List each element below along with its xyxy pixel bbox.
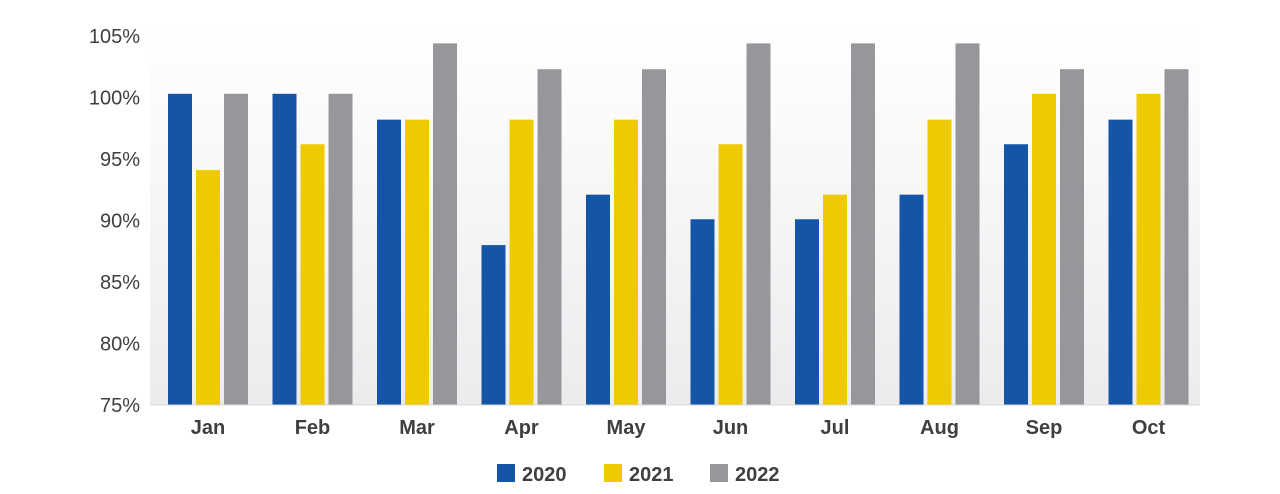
bar-2020-may [586,194,610,405]
y-tick-label: 100% [89,88,140,110]
y-tick-label: 95% [100,149,140,171]
legend-label-2020: 2020 [522,464,567,486]
legend: 2020 2021 2022 [497,464,780,486]
bar-2020-apr [481,245,506,405]
bar-2021-aug [927,119,952,405]
bar-2021-jan [196,170,220,405]
x-category-label: Apr [504,417,539,439]
bar-2022-sep [1060,69,1084,406]
bar-2020-sep [1004,144,1028,406]
legend-swatch-2022 [710,464,728,482]
y-axis: 75% 80% 85% 90% 95% 100% 105% [89,26,140,417]
bar-2022-feb [328,93,353,405]
bar-2020-oct [1108,119,1133,405]
bar-2020-jan [168,93,192,405]
y-tick-label: 85% [100,272,140,294]
bar-2021-oct [1136,93,1161,405]
x-category-label: May [607,417,647,439]
y-tick-label: 105% [89,26,140,48]
bar-2021-mar [405,119,429,405]
y-tick-label: 75% [100,395,140,417]
legend-label-2022: 2022 [735,464,780,486]
bar-2021-sep [1032,93,1056,405]
bars [168,43,1189,406]
x-category-label: Oct [1132,417,1166,439]
bar-2022-apr [537,69,562,406]
bar-2020-aug [899,194,924,405]
x-category-label: Mar [399,417,435,439]
y-tick-label: 80% [100,334,140,356]
x-category-label: Feb [295,417,331,439]
bar-2021-may [614,119,638,405]
bar-2020-mar [377,119,401,405]
x-axis: Jan Feb Mar Apr May Jun Jul Aug Sep Oct [191,417,1166,439]
bar-2021-jul [823,194,847,405]
bar-2022-jun [746,43,771,405]
bar-2022-oct [1164,69,1189,406]
bar-2022-jan [224,93,248,405]
legend-label-2021: 2021 [629,464,674,486]
bar-2022-mar [433,43,457,405]
x-category-label: Jan [191,417,225,439]
bar-2022-jul [851,43,875,405]
x-category-label: Jun [713,417,749,439]
bar-2022-may [642,69,666,406]
bar-2020-jun [690,219,715,405]
bar-2021-apr [509,119,534,405]
bar-2020-feb [272,93,297,405]
x-category-label: Jul [821,417,850,439]
bar-2021-feb [300,144,325,406]
legend-swatch-2020 [497,464,515,482]
x-category-label: Aug [920,417,959,439]
legend-swatch-2021 [604,464,622,482]
bar-2020-jul [795,219,819,405]
bar-2021-jun [718,144,743,406]
bar-2022-aug [955,43,980,405]
x-category-label: Sep [1026,417,1063,439]
y-tick-label: 90% [100,211,140,233]
